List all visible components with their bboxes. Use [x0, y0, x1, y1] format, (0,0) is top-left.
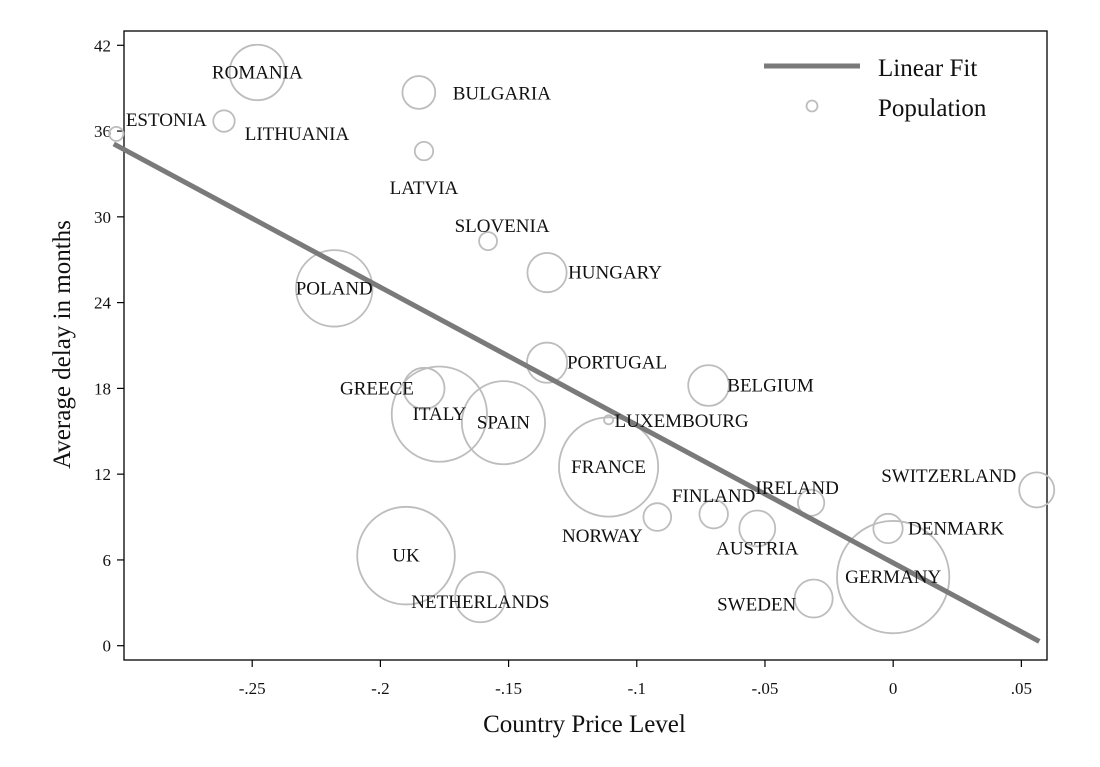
point-label-austria: AUSTRIA — [716, 538, 799, 559]
point-label-germany: GERMANY — [845, 567, 941, 588]
point-label-luxembourg: LUXEMBOURG — [615, 411, 749, 432]
y-tick-label: 6 — [103, 551, 112, 570]
marker-germany — [836, 520, 951, 635]
x-axis: -.25 -.2 -.15 -.1 -.05 0 .05 — [239, 660, 1032, 698]
y-tick-label: 18 — [94, 379, 111, 398]
y-tick-label: 30 — [94, 208, 111, 227]
marker-latvia — [413, 140, 435, 162]
legend: Linear Fit Population — [764, 55, 987, 122]
point-label-estonia: ESTONIA — [126, 110, 207, 131]
marker-switzerland — [1018, 471, 1056, 509]
marker-ireland — [797, 488, 826, 517]
point-label-netherlands: NETHERLANDS — [411, 592, 549, 613]
legend-marker-swatch — [805, 99, 819, 113]
point-label-portugal: PORTUGAL — [567, 353, 667, 374]
y-tick-label: 36 — [94, 122, 111, 141]
marker-norway — [642, 502, 673, 532]
x-tick-label: 0 — [889, 679, 898, 698]
marker-slovenia — [478, 231, 498, 252]
marker-sweden — [793, 578, 834, 619]
y-tick-label: 12 — [94, 465, 111, 484]
point-label-norway: NORWAY — [562, 526, 643, 547]
point-label-italy: ITALY — [413, 404, 467, 425]
point-label-spain: SPAIN — [477, 413, 530, 434]
marker-estonia — [108, 125, 125, 142]
marker-netherlands — [454, 571, 507, 624]
marker-hungary — [526, 252, 568, 294]
point-label-bulgaria: BULGARIA — [453, 83, 551, 104]
y-axis-title: Average delay in months — [49, 220, 76, 469]
marker-italy — [390, 365, 488, 463]
y-tick-label: 24 — [94, 294, 112, 313]
marker-romania — [228, 43, 286, 102]
y-tick-label: 0 — [103, 637, 112, 656]
point-label-romania: ROMANIA — [212, 62, 303, 83]
x-tick-label: -.1 — [628, 679, 646, 698]
legend-label-population: Population — [878, 95, 987, 122]
point-label-slovenia: SLOVENIA — [455, 216, 550, 237]
marker-austria — [738, 509, 777, 548]
point-label-belgium: BELGIUM — [727, 376, 814, 397]
marker-portugal — [526, 341, 569, 384]
legend-label-linear-fit: Linear Fit — [878, 55, 977, 82]
point-label-lithuania: LITHUANIA — [245, 124, 350, 145]
marker-france — [558, 416, 660, 518]
x-axis-title: Country Price Level — [483, 711, 686, 738]
marker-belgium — [687, 364, 730, 407]
marker-finland — [698, 499, 729, 530]
x-tick-label: -.15 — [495, 679, 522, 698]
country-labels: ROMANIA BULGARIA ESTONIA LITHUANIA LATVIA SLO… — [126, 62, 1016, 615]
x-tick-label: -.2 — [371, 679, 389, 698]
marker-greece — [402, 366, 446, 410]
marker-lithuania — [212, 109, 236, 133]
marker-poland — [295, 249, 374, 328]
population-markers — [108, 43, 1056, 635]
point-label-hungary: HUNGARY — [568, 263, 662, 284]
point-label-latvia: LATVIA — [390, 178, 459, 199]
y-tick-label: 42 — [94, 36, 111, 55]
marker-spain — [460, 380, 546, 466]
y-axis: 0 6 12 18 24 30 36 42 — [94, 36, 124, 656]
marker-luxembourg — [603, 414, 614, 426]
plot-border — [123, 30, 1048, 661]
linear-fit-line — [112, 141, 1041, 644]
point-label-finland: FINLAND — [672, 486, 755, 507]
point-label-greece: GREECE — [340, 378, 414, 399]
point-label-poland: POLAND — [296, 278, 373, 299]
x-tick-label: -.05 — [752, 679, 779, 698]
x-tick-label: -.25 — [239, 679, 266, 698]
point-label-denmark: DENMARK — [908, 518, 1004, 539]
x-tick-label: .05 — [1011, 679, 1032, 698]
plot-frame — [123, 30, 1048, 661]
marker-bulgaria — [401, 75, 437, 110]
marker-uk — [356, 505, 456, 606]
point-label-switzerland: SWITZERLAND — [881, 466, 1016, 487]
marker-denmark — [872, 512, 904, 545]
linear-fit-layer — [112, 141, 1041, 644]
point-label-sweden: SWEDEN — [717, 595, 796, 616]
point-label-france: FRANCE — [571, 457, 646, 478]
point-label-ireland: IRELAND — [755, 478, 838, 499]
point-label-uk: UK — [392, 546, 420, 567]
